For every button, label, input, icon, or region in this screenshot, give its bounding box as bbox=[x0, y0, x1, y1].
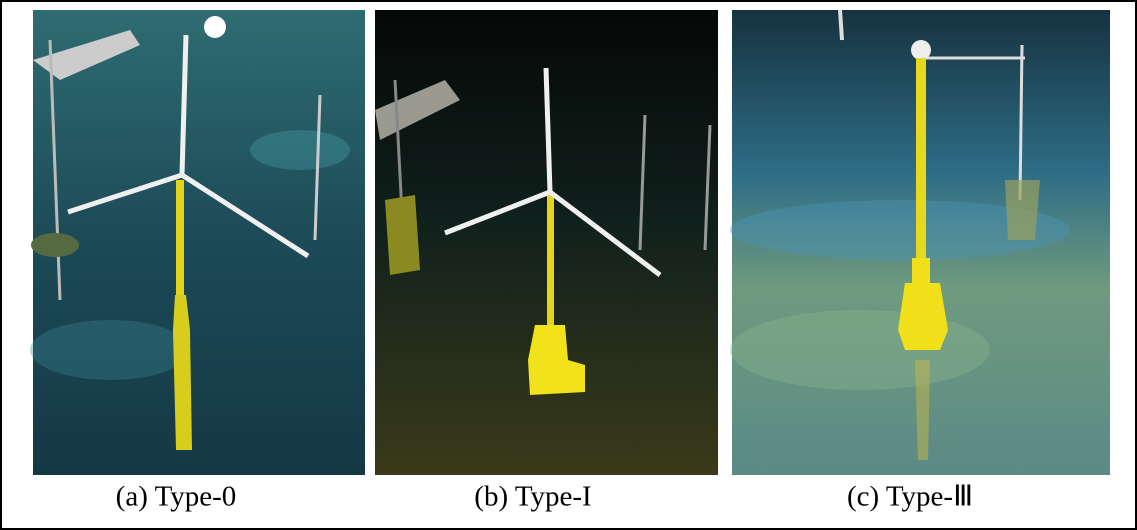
caption: (a) Type-0 bbox=[116, 481, 237, 513]
photo-a bbox=[30, 10, 365, 475]
caption: (b) Type-I bbox=[474, 481, 591, 513]
caption: (c) Type-Ⅲ bbox=[847, 481, 973, 513]
photo-c bbox=[730, 10, 1110, 475]
photo-b bbox=[375, 10, 718, 475]
figure: (a) Type-0 (b) Type-I (c) Type-Ⅲ bbox=[0, 0, 1137, 530]
